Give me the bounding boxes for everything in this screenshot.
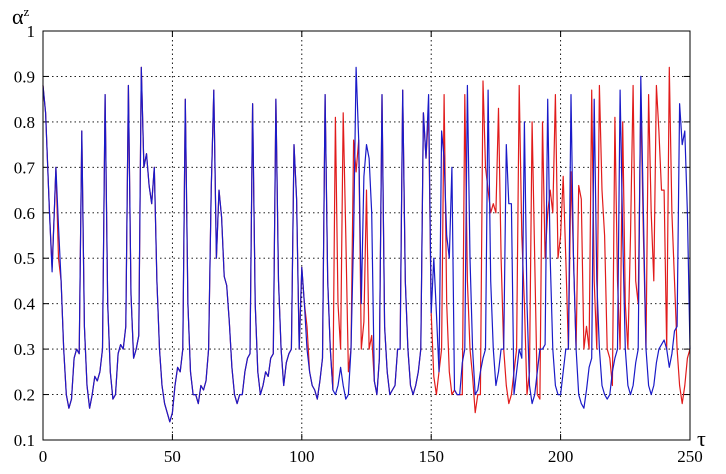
y-axis-label: αz [12, 4, 30, 29]
y-tick-label: 0.7 [14, 158, 36, 177]
series-lines [42, 66, 691, 423]
y-tick-label: 0.2 [14, 386, 35, 405]
y-axis-label-superscript: z [24, 4, 30, 19]
y-tick-label: 0.6 [14, 204, 35, 223]
x-tick-labels: 0 50 100 150 200 250 [39, 447, 703, 466]
y-axis-label-main: α [12, 4, 24, 29]
y-tick-label: 1 [27, 22, 36, 41]
x-axis-label: τ [697, 426, 706, 451]
x-tick-label: 200 [548, 447, 574, 466]
y-tick-label: 0.3 [14, 340, 35, 359]
y-tick-label: 0.8 [14, 113, 35, 132]
x-tick-label: 0 [39, 447, 48, 466]
y-tick-label: 0.4 [14, 295, 36, 314]
y-tick-label: 0.5 [14, 249, 35, 268]
x-tick-label: 50 [164, 447, 181, 466]
x-tick-label: 100 [289, 447, 315, 466]
grid-lines [43, 31, 690, 440]
x-tick-label: 150 [418, 447, 444, 466]
y-tick-labels: 0.1 0.2 0.3 0.4 0.5 0.6 0.7 0.8 0.9 1 [14, 22, 36, 450]
y-tick-label: 0.1 [14, 431, 35, 450]
series-line-2 [42, 66, 691, 423]
x-tick-label: 250 [677, 447, 703, 466]
y-tick-label: 0.9 [14, 67, 35, 86]
plot-frame [42, 30, 691, 441]
